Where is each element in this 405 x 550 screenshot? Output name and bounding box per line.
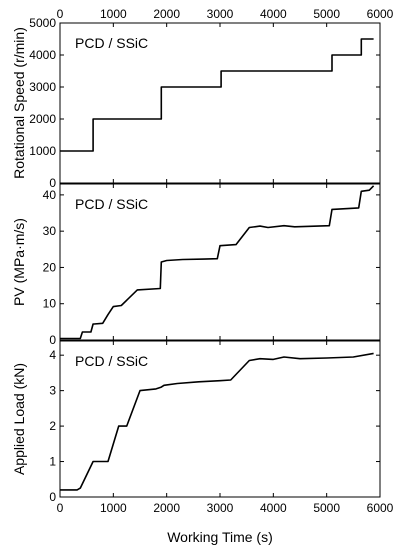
panel-label: PCD / SSiC	[75, 196, 148, 212]
panel-label: PCD / SSiC	[75, 353, 148, 369]
x-tick-label: 3000	[207, 7, 234, 21]
y-axis-title: Rotational Speed (r/min)	[11, 27, 27, 179]
y-tick-label: 0	[49, 490, 56, 504]
x-tick-label: 6000	[367, 501, 394, 515]
x-tick-label: 1000	[100, 7, 127, 21]
y-axis-title: PV (MPa·m/s)	[11, 218, 27, 306]
y-tick-label: 4	[49, 348, 56, 362]
series-line	[60, 352, 374, 491]
x-tick-label: 4000	[260, 501, 287, 515]
x-tick-label: 1000	[100, 501, 127, 515]
x-tick-label: 5000	[313, 7, 340, 21]
x-tick-label: 0	[57, 501, 64, 515]
panel-2: 0 10 20 30 40 PCD / SSiC PV (MPa·m/s)	[11, 183, 381, 347]
y-tick-label: 30	[43, 224, 57, 238]
y-tick-label: 2	[49, 419, 56, 433]
y-tick-label: 5000	[29, 16, 56, 30]
series-line	[60, 38, 374, 152]
x-tick-label: 6000	[367, 7, 394, 21]
x-tick-label: 5000	[313, 501, 340, 515]
series-line	[60, 185, 375, 340]
x-tick-label: 2000	[153, 7, 180, 21]
panel-label: PCD / SSiC	[75, 35, 148, 51]
y-tick-label: 40	[43, 188, 57, 202]
x-tick-label: 3000	[207, 501, 234, 515]
y-tick-label: 4000	[29, 48, 56, 62]
y-axis-title: Applied Load (kN)	[11, 363, 27, 475]
y-tick-label: 3000	[29, 80, 56, 94]
y-tick-label: 20	[43, 260, 57, 274]
y-tick-label: 3	[49, 384, 56, 398]
y-tick-label: 1000	[29, 144, 56, 158]
y-tick-label: 1	[49, 455, 56, 469]
y-tick-label: 0	[49, 176, 56, 190]
x-tick-label: 4000	[260, 7, 287, 21]
y-tick-label: 0	[49, 333, 56, 347]
x-axis-title: Working Time (s)	[167, 529, 273, 545]
x-tick-label: 0	[57, 7, 64, 21]
panel-3: 0 1 2 3 4 0 1000 2000 3000 4000 5000 6000 PCD / SSiC…	[11, 340, 394, 545]
x-tick-label: 2000	[153, 501, 180, 515]
y-tick-label: 10	[43, 297, 57, 311]
y-tick-label: 2000	[29, 112, 56, 126]
